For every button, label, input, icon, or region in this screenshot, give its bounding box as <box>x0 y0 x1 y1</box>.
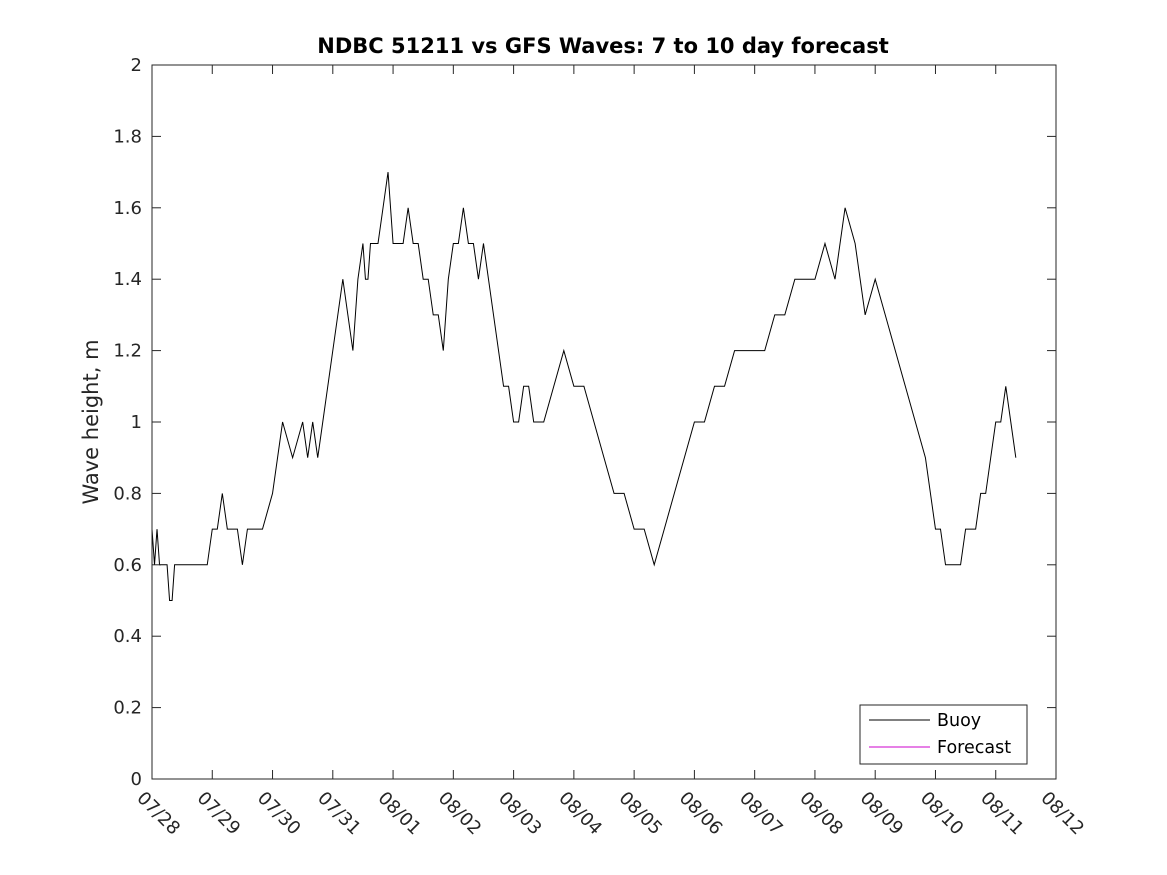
y-tick-label: 0.8 <box>113 483 142 504</box>
x-tick-label: 07/30 <box>253 788 305 840</box>
y-tick-label: 0.6 <box>113 555 142 576</box>
x-tick-label: 08/08 <box>795 788 847 840</box>
x-tick-label: 08/12 <box>1036 788 1088 840</box>
y-tick-label: 1.8 <box>113 126 142 147</box>
x-tick-label: 08/07 <box>735 788 787 840</box>
legend-box <box>859 704 1028 765</box>
x-tick-label: 08/04 <box>554 788 606 840</box>
legend-label-buoy: Buoy <box>937 711 981 731</box>
legend-label-forecast: Forecast <box>937 738 1011 758</box>
x-tick-label: 07/28 <box>132 788 184 840</box>
x-tick-label: 07/31 <box>313 788 365 840</box>
y-tick-label: 0 <box>131 769 142 790</box>
x-tick-label: 08/01 <box>374 788 426 840</box>
y-tick-label: 1.2 <box>113 341 142 362</box>
y-tick-label: 1 <box>131 412 142 433</box>
x-tick-label: 08/10 <box>916 788 968 840</box>
series-layer <box>151 172 1017 601</box>
y-tick-label: 2 <box>131 55 142 76</box>
legend: Buoy Forecast <box>859 704 1028 765</box>
x-tick-label: 08/03 <box>494 788 546 840</box>
y-tick-label: 0.4 <box>113 626 142 647</box>
axes-box <box>151 64 1057 780</box>
y-axis-title: Wave height, m <box>79 339 103 504</box>
chart-title: NDBC 51211 vs GFS Waves: 7 to 10 day for… <box>317 34 888 58</box>
plot-area <box>152 65 1056 779</box>
y-axis-ticks: 0 0.2 0.4 0.6 0.8 1 1.2 1.4 1.6 1.8 2 <box>113 55 1056 790</box>
y-tick-label: 0.2 <box>113 698 142 719</box>
x-tick-label: 08/02 <box>434 788 486 840</box>
x-tick-label: 08/09 <box>856 788 908 840</box>
x-tick-label: 08/05 <box>615 788 667 840</box>
series-line-buoy <box>151 172 1017 601</box>
x-tick-label: 08/06 <box>675 788 727 840</box>
y-tick-label: 1.4 <box>113 269 142 290</box>
x-tick-label: 08/11 <box>976 788 1028 840</box>
y-tick-label: 1.6 <box>113 198 142 219</box>
x-tick-label: 07/29 <box>193 788 245 840</box>
